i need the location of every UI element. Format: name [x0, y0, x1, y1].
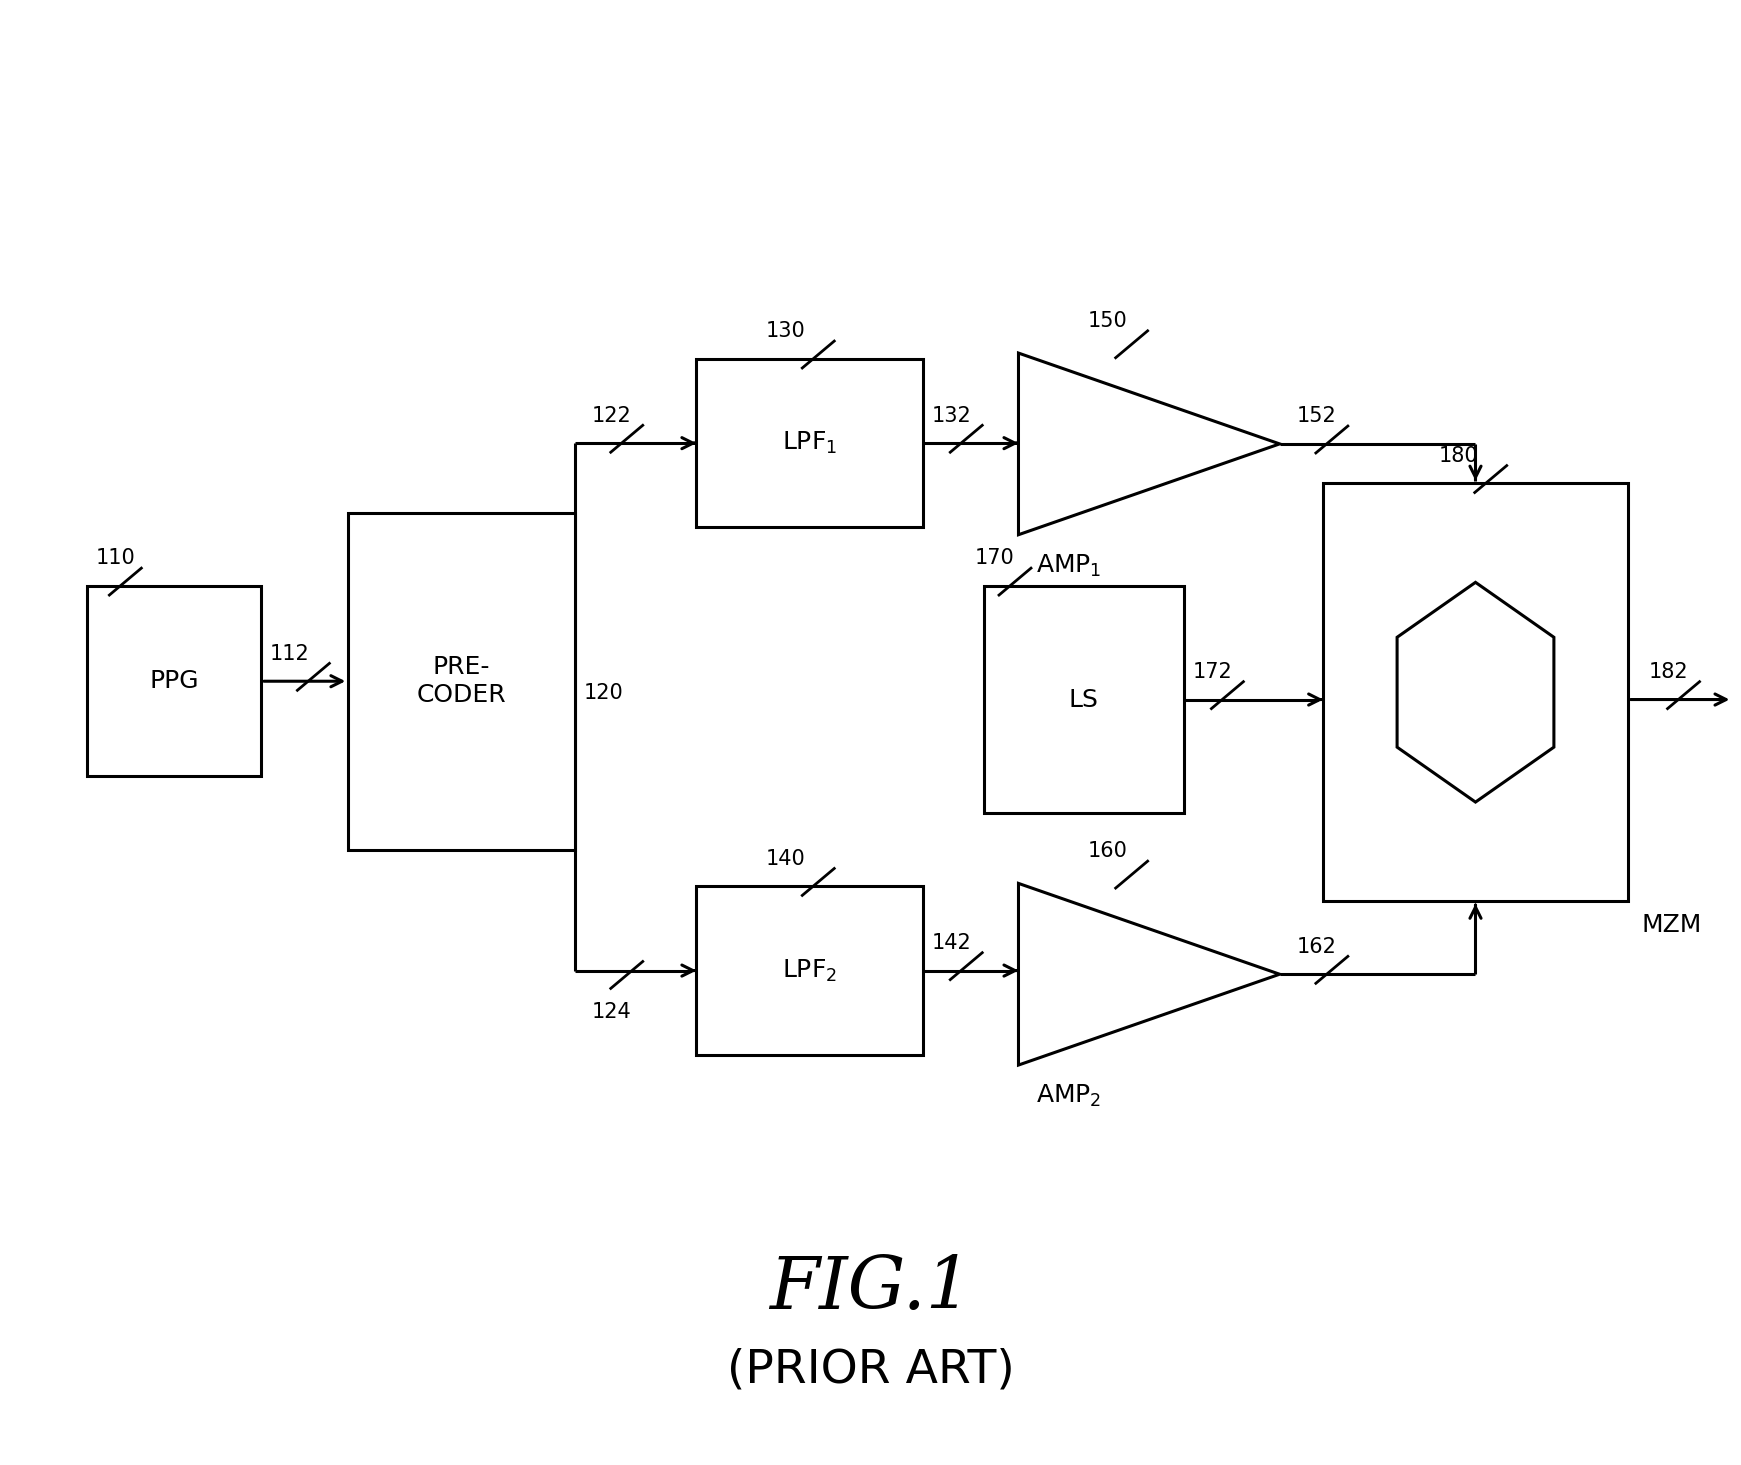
Text: 124: 124 — [592, 1002, 632, 1023]
Bar — [1323, 483, 1628, 901]
Bar — [348, 513, 575, 850]
Text: LS: LS — [1069, 687, 1099, 712]
Text: LPF$_2$: LPF$_2$ — [782, 958, 837, 983]
Text: 110: 110 — [96, 548, 136, 568]
Text: LPF$_1$: LPF$_1$ — [782, 431, 837, 456]
Polygon shape — [1396, 583, 1555, 803]
Text: 140: 140 — [766, 848, 806, 869]
Text: PPG: PPG — [150, 670, 198, 693]
Text: 142: 142 — [931, 933, 971, 954]
Text: 122: 122 — [592, 406, 632, 426]
Text: 182: 182 — [1649, 662, 1689, 683]
Bar — [87, 586, 261, 776]
Text: 152: 152 — [1297, 406, 1337, 426]
Text: 112: 112 — [270, 643, 310, 664]
Bar — [696, 886, 923, 1055]
Bar — [696, 359, 923, 527]
Text: 162: 162 — [1297, 936, 1337, 957]
Text: 170: 170 — [975, 548, 1015, 568]
Polygon shape — [1018, 883, 1280, 1065]
Text: AMP$_1$: AMP$_1$ — [1036, 552, 1102, 579]
Text: AMP$_2$: AMP$_2$ — [1036, 1083, 1102, 1109]
Text: 132: 132 — [931, 406, 971, 426]
Text: 160: 160 — [1088, 841, 1128, 861]
Text: 150: 150 — [1088, 311, 1128, 331]
Text: FIG.1: FIG.1 — [770, 1254, 971, 1324]
Text: 120: 120 — [583, 683, 623, 703]
Text: (PRIOR ART): (PRIOR ART) — [726, 1348, 1015, 1392]
Text: 130: 130 — [766, 321, 806, 341]
Bar — [984, 586, 1184, 813]
Text: MZM: MZM — [1642, 913, 1703, 936]
Text: 172: 172 — [1193, 662, 1233, 683]
Polygon shape — [1018, 353, 1280, 535]
Text: PRE-
CODER: PRE- CODER — [416, 655, 507, 708]
Text: 180: 180 — [1438, 445, 1478, 466]
